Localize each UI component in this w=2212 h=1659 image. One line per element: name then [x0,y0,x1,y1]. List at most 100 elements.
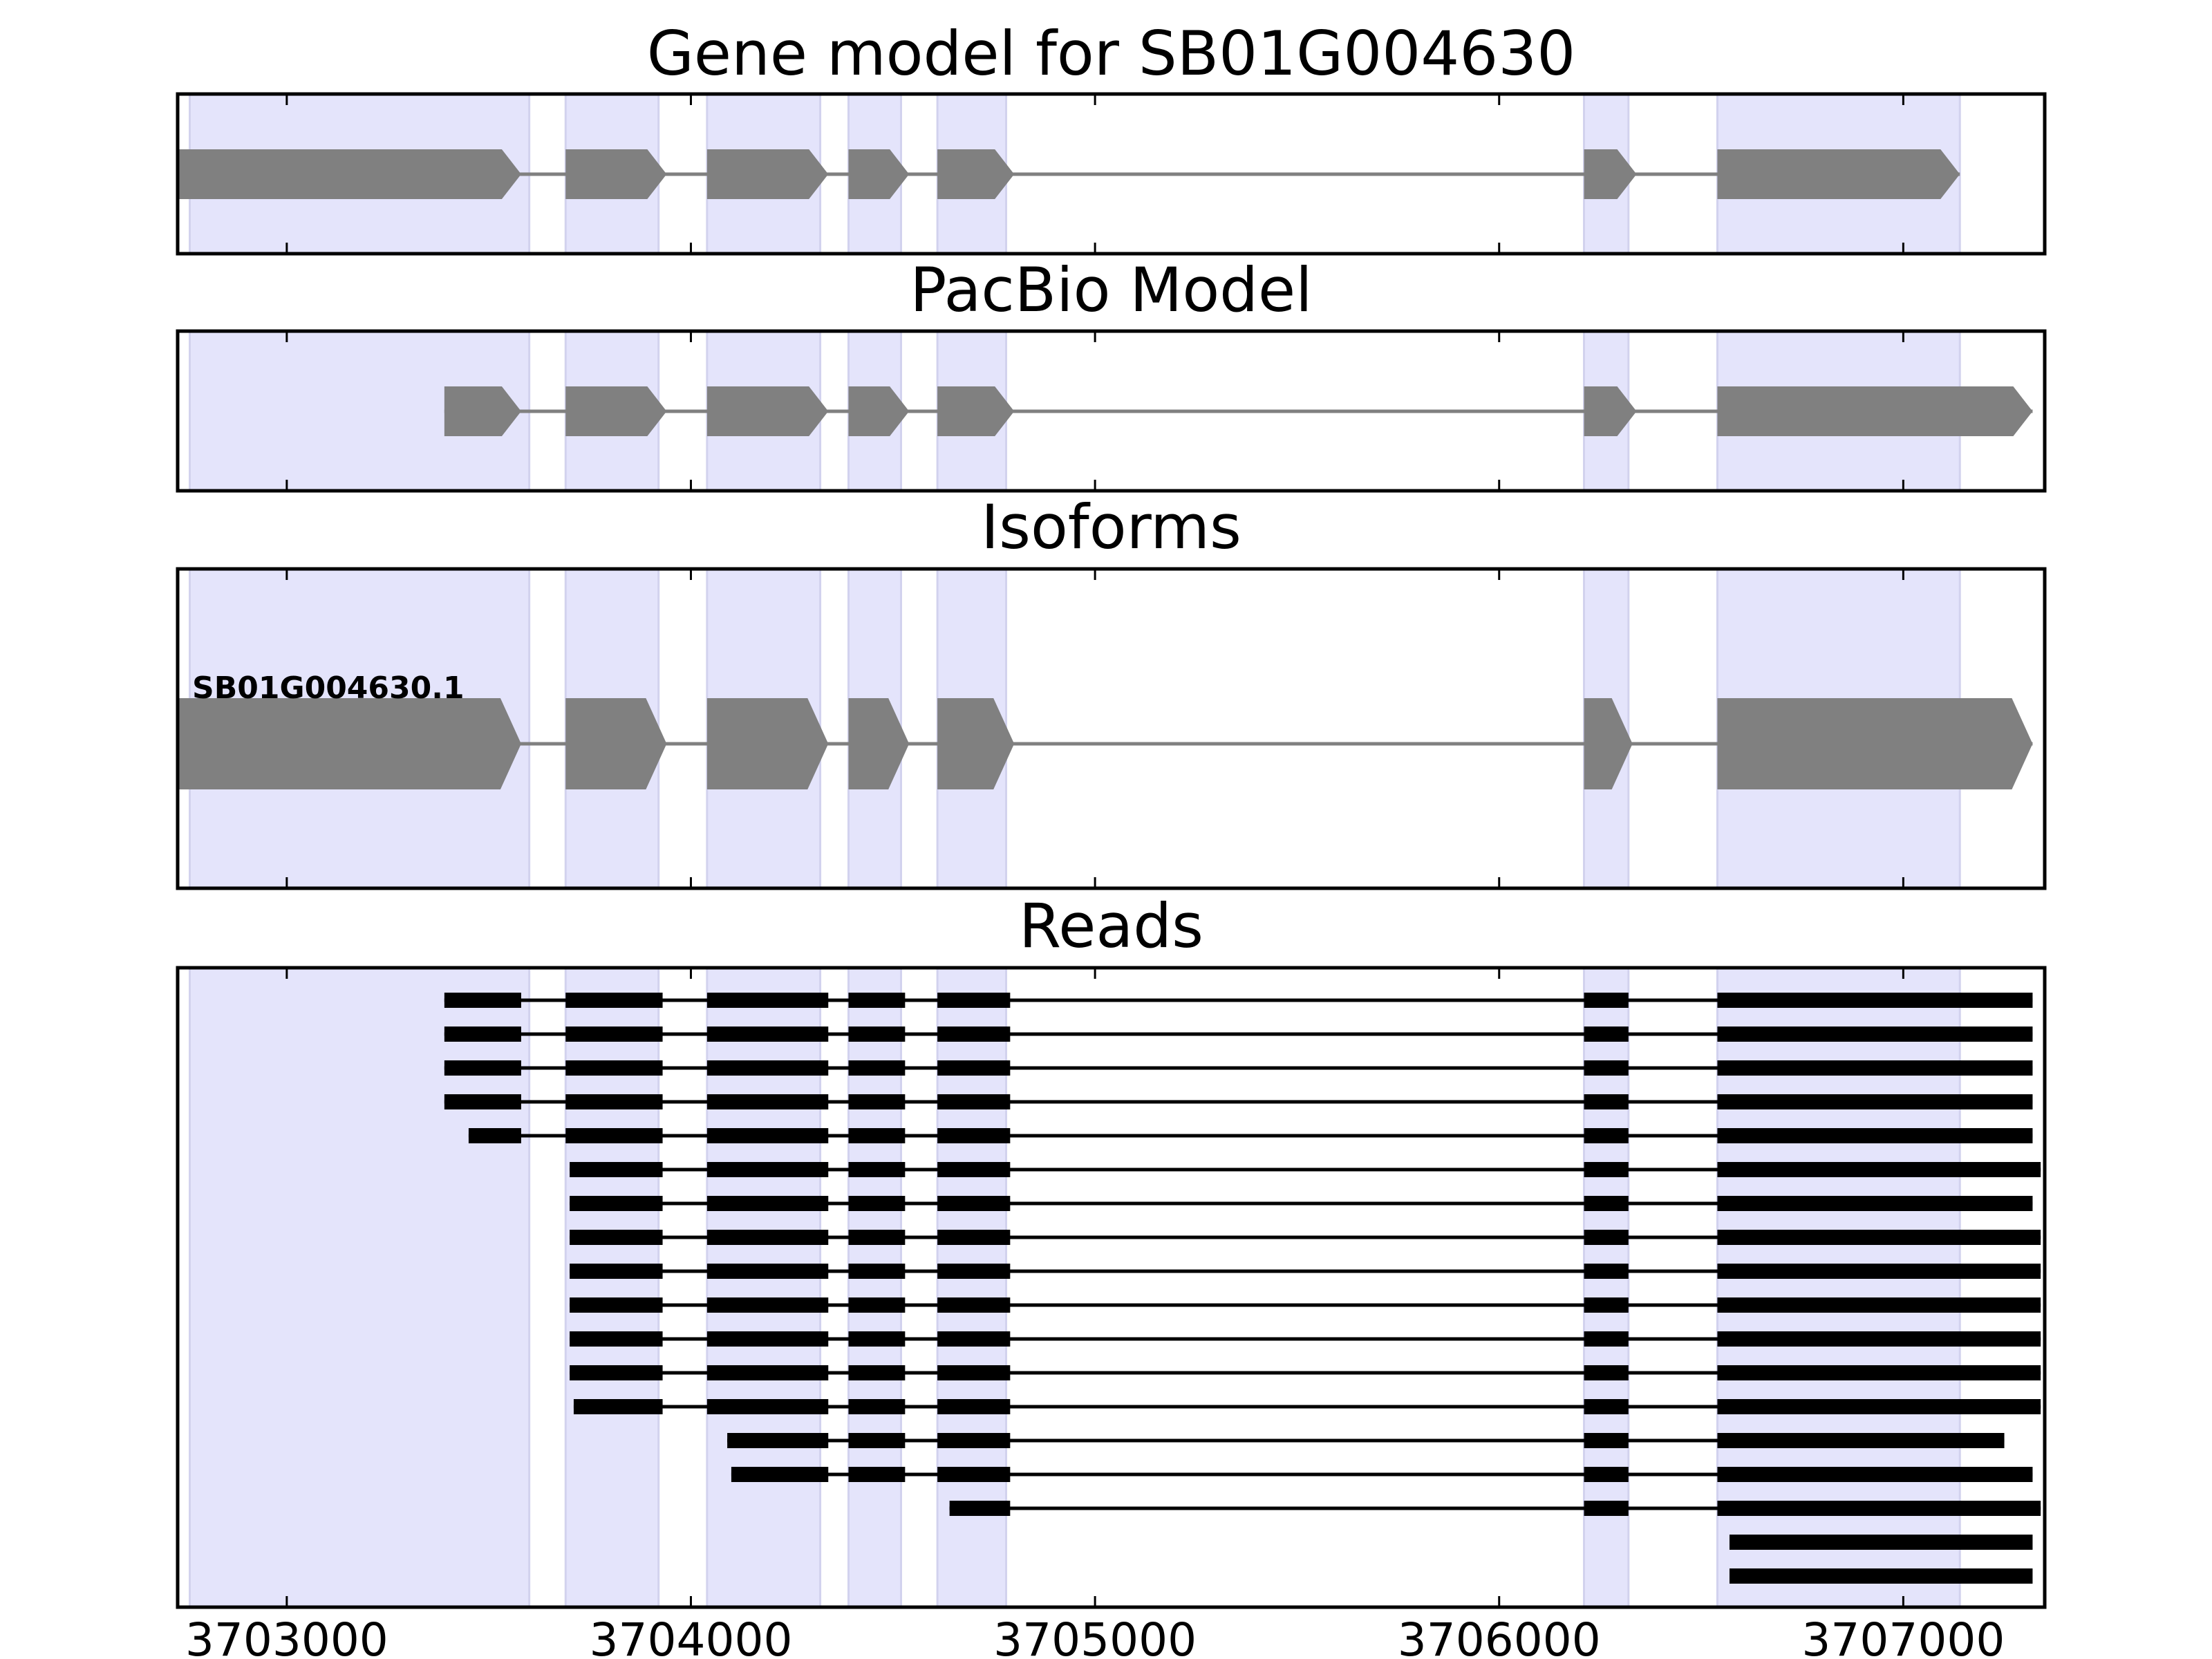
read-block [848,1094,906,1109]
read-block [1717,1027,2033,1042]
read-block [848,993,906,1008]
read-block [848,1162,906,1177]
panel-title: Reads [1019,890,1203,962]
read-block [937,1365,1011,1380]
x-tick-label: 3705000 [993,1613,1197,1659]
read-block [1584,1196,1629,1211]
pacbio-model-exon-arrow [848,386,910,436]
read-block [706,1297,829,1313]
pacbio-model-exon-arrow [706,386,829,436]
read-block [706,1060,829,1076]
read-block [1584,1365,1629,1380]
read-block [1584,1331,1629,1347]
read-block [848,1297,906,1313]
isoform-exon-arrow [848,698,910,789]
read-block [1584,1433,1629,1448]
read-block [848,1467,906,1482]
read-block [727,1433,829,1448]
isoform-label: SB01G004630.1 [192,671,465,706]
read-block [706,1128,829,1143]
panel-title: Gene model for SB01G004630 [647,18,1576,89]
read-block [848,1027,906,1042]
read-block [444,1027,521,1042]
read-block [937,1297,1011,1313]
read-block [949,1501,1011,1516]
read-block [937,1094,1011,1109]
read-block [1584,1467,1629,1482]
read-block [444,1094,521,1109]
isoform-exon-arrow [1717,698,2033,789]
read-block [570,1264,663,1279]
isoform-exon-arrow [706,698,829,789]
panel-frame [176,92,2047,256]
read-block [937,993,1011,1008]
read-block [848,1230,906,1245]
panel-frame [176,567,2047,890]
read-block [848,1399,906,1414]
read-block [570,1230,663,1245]
read-block [565,1027,663,1042]
isoform-exon-arrow [937,698,1015,789]
x-tick-label: 3703000 [185,1613,388,1659]
read-block [1584,1128,1629,1143]
pacbio-model-exon-arrow [937,386,1015,436]
gene-model-exon-arrow [1584,149,1637,199]
read-block [1584,993,1629,1008]
read-block [1717,993,2033,1008]
read-block [706,1196,829,1211]
read-block [1717,1230,2041,1245]
read-block [706,1365,829,1380]
panel-title: PacBio Model [910,254,1312,326]
read-block [1717,1501,2041,1516]
gene-model-exon-arrow [848,149,910,199]
read-block [848,1365,906,1380]
read-block [570,1331,663,1347]
read-block [848,1128,906,1143]
read-block [937,1467,1011,1482]
read-block [1584,1264,1629,1279]
read-block [1584,1501,1629,1516]
read-block [1717,1365,2041,1380]
read-block [848,1331,906,1347]
read-block [1729,1568,2033,1584]
read-block [1729,1535,2033,1550]
read-block [1717,1399,2041,1414]
read-block [937,1399,1011,1414]
read-block [937,1027,1011,1042]
isoform-exon-arrow [565,698,667,789]
read-block [444,993,521,1008]
read-block [1717,1094,2033,1109]
read-block [706,1162,829,1177]
read-block [937,1162,1011,1177]
x-tick-label: 3704000 [590,1613,793,1659]
read-block [1584,1399,1629,1414]
read-block [1584,1162,1629,1177]
gene-model-exon-arrow [178,149,521,199]
read-block [1717,1128,2033,1143]
gene-model-exon-arrow [937,149,1015,199]
pacbio-model-exon-arrow [1584,386,1637,436]
read-block [1717,1297,2041,1313]
read-block [1584,1060,1629,1076]
read-block [848,1264,906,1279]
isoform-exon-arrow [1584,698,1633,789]
read-block [1717,1196,2033,1211]
x-tick-label: 3706000 [1398,1613,1601,1659]
read-block [706,1331,829,1347]
read-block [848,1433,906,1448]
read-block [1717,1264,2041,1279]
pacbio-model-exon-arrow [444,386,521,436]
read-block [937,1196,1011,1211]
read-block [848,1196,906,1211]
read-block [1717,1060,2033,1076]
read-block [937,1331,1011,1347]
read-block [937,1264,1011,1279]
read-block [565,993,663,1008]
read-block [1584,1230,1629,1245]
read-block [1584,1027,1629,1042]
read-block [937,1433,1011,1448]
read-block [570,1196,663,1211]
pacbio-model-exon-arrow [1717,386,2033,436]
read-block [570,1297,663,1313]
